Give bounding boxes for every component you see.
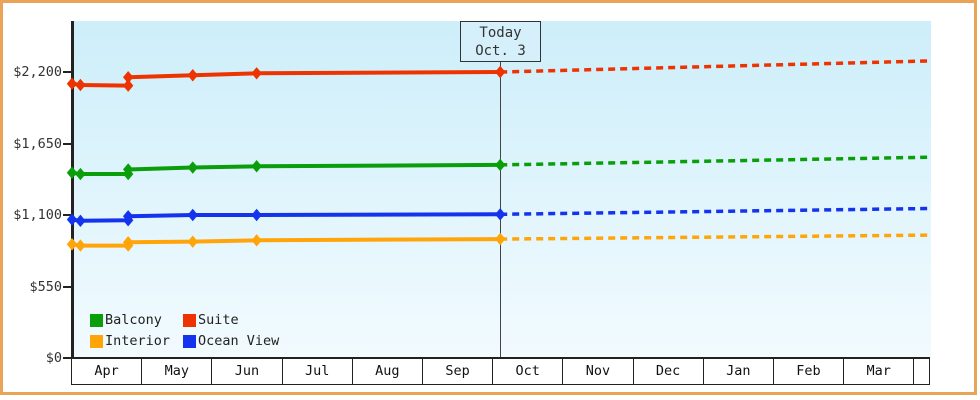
legend-item-interior: Interior [90, 333, 183, 349]
month-cell-sep: Sep [421, 359, 493, 385]
legend-label: Interior [105, 333, 171, 349]
y-tick-mark [63, 71, 71, 73]
today-marker-line [500, 61, 501, 357]
legend: Balcony Suite Interior Ocean View [90, 312, 279, 349]
month-cell-aug: Aug [351, 359, 422, 385]
y-tick-label: $1,650 [13, 135, 62, 152]
legend-item-balcony: Balcony [90, 312, 183, 328]
y-tick-mark [63, 357, 71, 359]
y-tick-label: $550 [29, 278, 62, 295]
today-date: Oct. 3 [475, 43, 526, 59]
y-tick-label: $2,200 [13, 64, 62, 80]
today-annotation: Today Oct. 3 [460, 21, 541, 62]
y-tick-label: $1,100 [13, 207, 62, 223]
month-cell-jul: Jul [281, 359, 352, 385]
legend-label: Suite [198, 312, 239, 328]
legend-label: Ocean View [198, 333, 280, 349]
month-cell-empty [913, 359, 931, 385]
month-cell-dec: Dec [632, 359, 703, 385]
legend-item-suite: Suite [183, 312, 279, 328]
month-axis: Apr May Jun Jul Aug Sep Oct Nov Dec Jan Feb Mar [71, 357, 931, 385]
month-cell-oct: Oct [492, 359, 563, 385]
month-cell-jun: Jun [211, 359, 282, 385]
interior-swatch [90, 334, 103, 348]
month-cell-may: May [141, 359, 212, 385]
y-tick-mark [63, 142, 71, 145]
legend-item-ocean-view: Ocean View [183, 333, 279, 349]
month-cell-jan: Jan [702, 359, 773, 385]
month-cell-nov: Nov [562, 359, 633, 385]
legend-label: Balcony [105, 312, 162, 328]
plot-background [74, 21, 931, 358]
month-cell-feb: Feb [772, 359, 844, 385]
balcony-swatch [90, 313, 103, 327]
y-axis [71, 21, 74, 359]
suite-swatch [183, 313, 196, 327]
y-tick-mark [63, 214, 71, 216]
ocean-view-swatch [183, 334, 196, 348]
y-tick-label: $0 [45, 350, 62, 366]
today-label: Today [479, 25, 522, 41]
y-tick-mark [63, 285, 71, 288]
month-cell-mar: Mar [843, 359, 914, 385]
month-cell-apr: Apr [71, 359, 142, 385]
